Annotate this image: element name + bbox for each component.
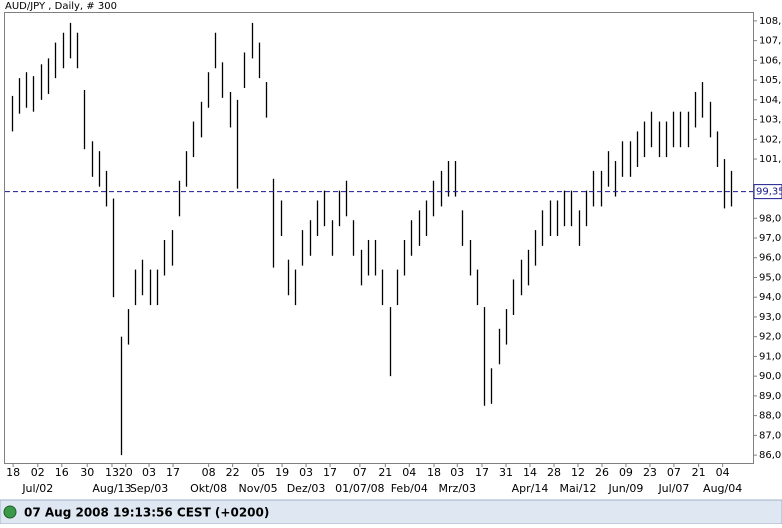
- x-tick-label: 05: [251, 466, 265, 479]
- x-tick-label: 14: [523, 466, 537, 479]
- y-tick-label: 86,00: [759, 450, 782, 461]
- x-tick-label: 23: [643, 466, 657, 479]
- y-tick-label: 88,00: [759, 411, 782, 422]
- x-tick-label: 04: [716, 466, 730, 479]
- month-label: Nov/05: [239, 482, 278, 495]
- y-tick-label: 92,00: [759, 332, 782, 343]
- y-tick-label: 108,00: [759, 16, 782, 27]
- x-tick-label: 21: [692, 466, 706, 479]
- month-label: Aug/13: [92, 482, 131, 495]
- x-tick-label: 07: [667, 466, 681, 479]
- x-tick-label: 16: [55, 466, 69, 479]
- y-tick-label: 96,00: [759, 253, 782, 264]
- status-bar: [0, 499, 782, 525]
- month-label: Dez/03: [287, 482, 326, 495]
- x-tick-label: 20: [119, 466, 133, 479]
- y-tick-label: 98,00: [759, 213, 782, 224]
- month-label: 01/07/08: [335, 482, 384, 495]
- y-tick-label: 93,00: [759, 312, 782, 323]
- x-tick-label: 18: [427, 466, 441, 479]
- x-tick-label: 30: [80, 466, 94, 479]
- y-tick-label: 102,00: [759, 134, 782, 145]
- x-tick-label: 18: [6, 466, 20, 479]
- y-tick-label: 104,00: [759, 95, 782, 106]
- y-tick-label: 107,00: [759, 36, 782, 47]
- month-label: Mrz/03: [439, 482, 477, 495]
- x-tick-label: 08: [202, 466, 216, 479]
- x-tick-label: 02: [31, 466, 45, 479]
- y-tick-label: 95,00: [759, 272, 782, 283]
- x-tick-label: 22: [226, 466, 240, 479]
- y-tick-label: 91,00: [759, 351, 782, 362]
- month-label: Jul/02: [21, 482, 53, 495]
- x-tick-label: 17: [475, 466, 489, 479]
- month-label: Mai/12: [559, 482, 596, 495]
- x-tick-label: 03: [142, 466, 156, 479]
- month-label: Aug/04: [703, 482, 742, 495]
- month-label: Apr/14: [512, 482, 549, 495]
- y-tick-label: 89,00: [759, 391, 782, 402]
- y-tick-label: 105,00: [759, 75, 782, 86]
- y-tick-label: 90,00: [759, 371, 782, 382]
- x-tick-label: 13: [105, 466, 119, 479]
- x-tick-label: 17: [323, 466, 337, 479]
- month-label: Sep/03: [130, 482, 168, 495]
- month-label: Okt/08: [190, 482, 227, 495]
- y-tick-label: 103,00: [759, 115, 782, 126]
- x-tick-label: 04: [402, 466, 416, 479]
- y-tick-label: 87,00: [759, 430, 782, 441]
- x-tick-label: 07: [353, 466, 367, 479]
- month-label: Jun/09: [608, 482, 644, 495]
- x-tick-label: 21: [378, 466, 392, 479]
- current-price-label: 99,35: [756, 187, 782, 198]
- y-tick-label: 94,00: [759, 292, 782, 303]
- current-price-box: [753, 184, 782, 200]
- x-tick-label: 19: [275, 466, 289, 479]
- month-label: Jul/07: [657, 482, 689, 495]
- x-tick-label: 03: [450, 466, 464, 479]
- x-tick-label: 09: [619, 466, 633, 479]
- status-text: 07 Aug 2008 19:13:56 CEST (+0200): [24, 506, 269, 520]
- y-tick-label: 106,00: [759, 55, 782, 66]
- x-tick-label: 17: [166, 466, 180, 479]
- month-label: Feb/04: [391, 482, 428, 495]
- x-tick-label: 03: [299, 466, 313, 479]
- x-tick-label: 26: [595, 466, 609, 479]
- x-tick-label: 31: [499, 466, 513, 479]
- status-icon: [3, 505, 17, 519]
- x-tick-label: 12: [571, 466, 585, 479]
- x-tick-label: 28: [547, 466, 561, 479]
- chart-title: AUD/JPY , Daily, # 300: [5, 1, 117, 12]
- y-tick-label: 97,00: [759, 233, 782, 244]
- y-tick-label: 101,00: [759, 154, 782, 165]
